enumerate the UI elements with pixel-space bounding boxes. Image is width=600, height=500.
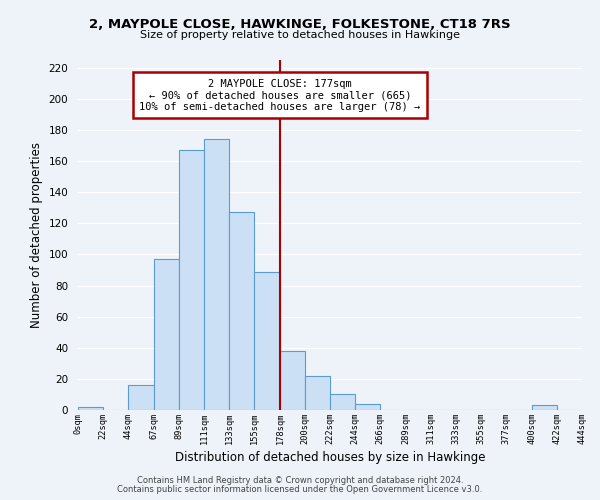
Y-axis label: Number of detached properties: Number of detached properties <box>30 142 43 328</box>
X-axis label: Distribution of detached houses by size in Hawkinge: Distribution of detached houses by size … <box>175 451 485 464</box>
Bar <box>128 385 154 410</box>
Bar <box>355 404 380 410</box>
Bar <box>229 212 254 410</box>
Bar <box>154 259 179 410</box>
Text: 2, MAYPOLE CLOSE, HAWKINGE, FOLKESTONE, CT18 7RS: 2, MAYPOLE CLOSE, HAWKINGE, FOLKESTONE, … <box>89 18 511 30</box>
Bar <box>179 150 204 410</box>
Text: Contains HM Land Registry data © Crown copyright and database right 2024.: Contains HM Land Registry data © Crown c… <box>137 476 463 485</box>
Bar <box>254 272 280 410</box>
Bar <box>78 407 103 410</box>
Bar <box>305 376 330 410</box>
Text: 2 MAYPOLE CLOSE: 177sqm
← 90% of detached houses are smaller (665)
10% of semi-d: 2 MAYPOLE CLOSE: 177sqm ← 90% of detache… <box>139 78 421 112</box>
Bar <box>532 406 557 410</box>
Text: Size of property relative to detached houses in Hawkinge: Size of property relative to detached ho… <box>140 30 460 40</box>
Bar <box>330 394 355 410</box>
Bar <box>280 351 305 410</box>
Bar <box>204 140 229 410</box>
Text: Contains public sector information licensed under the Open Government Licence v3: Contains public sector information licen… <box>118 484 482 494</box>
